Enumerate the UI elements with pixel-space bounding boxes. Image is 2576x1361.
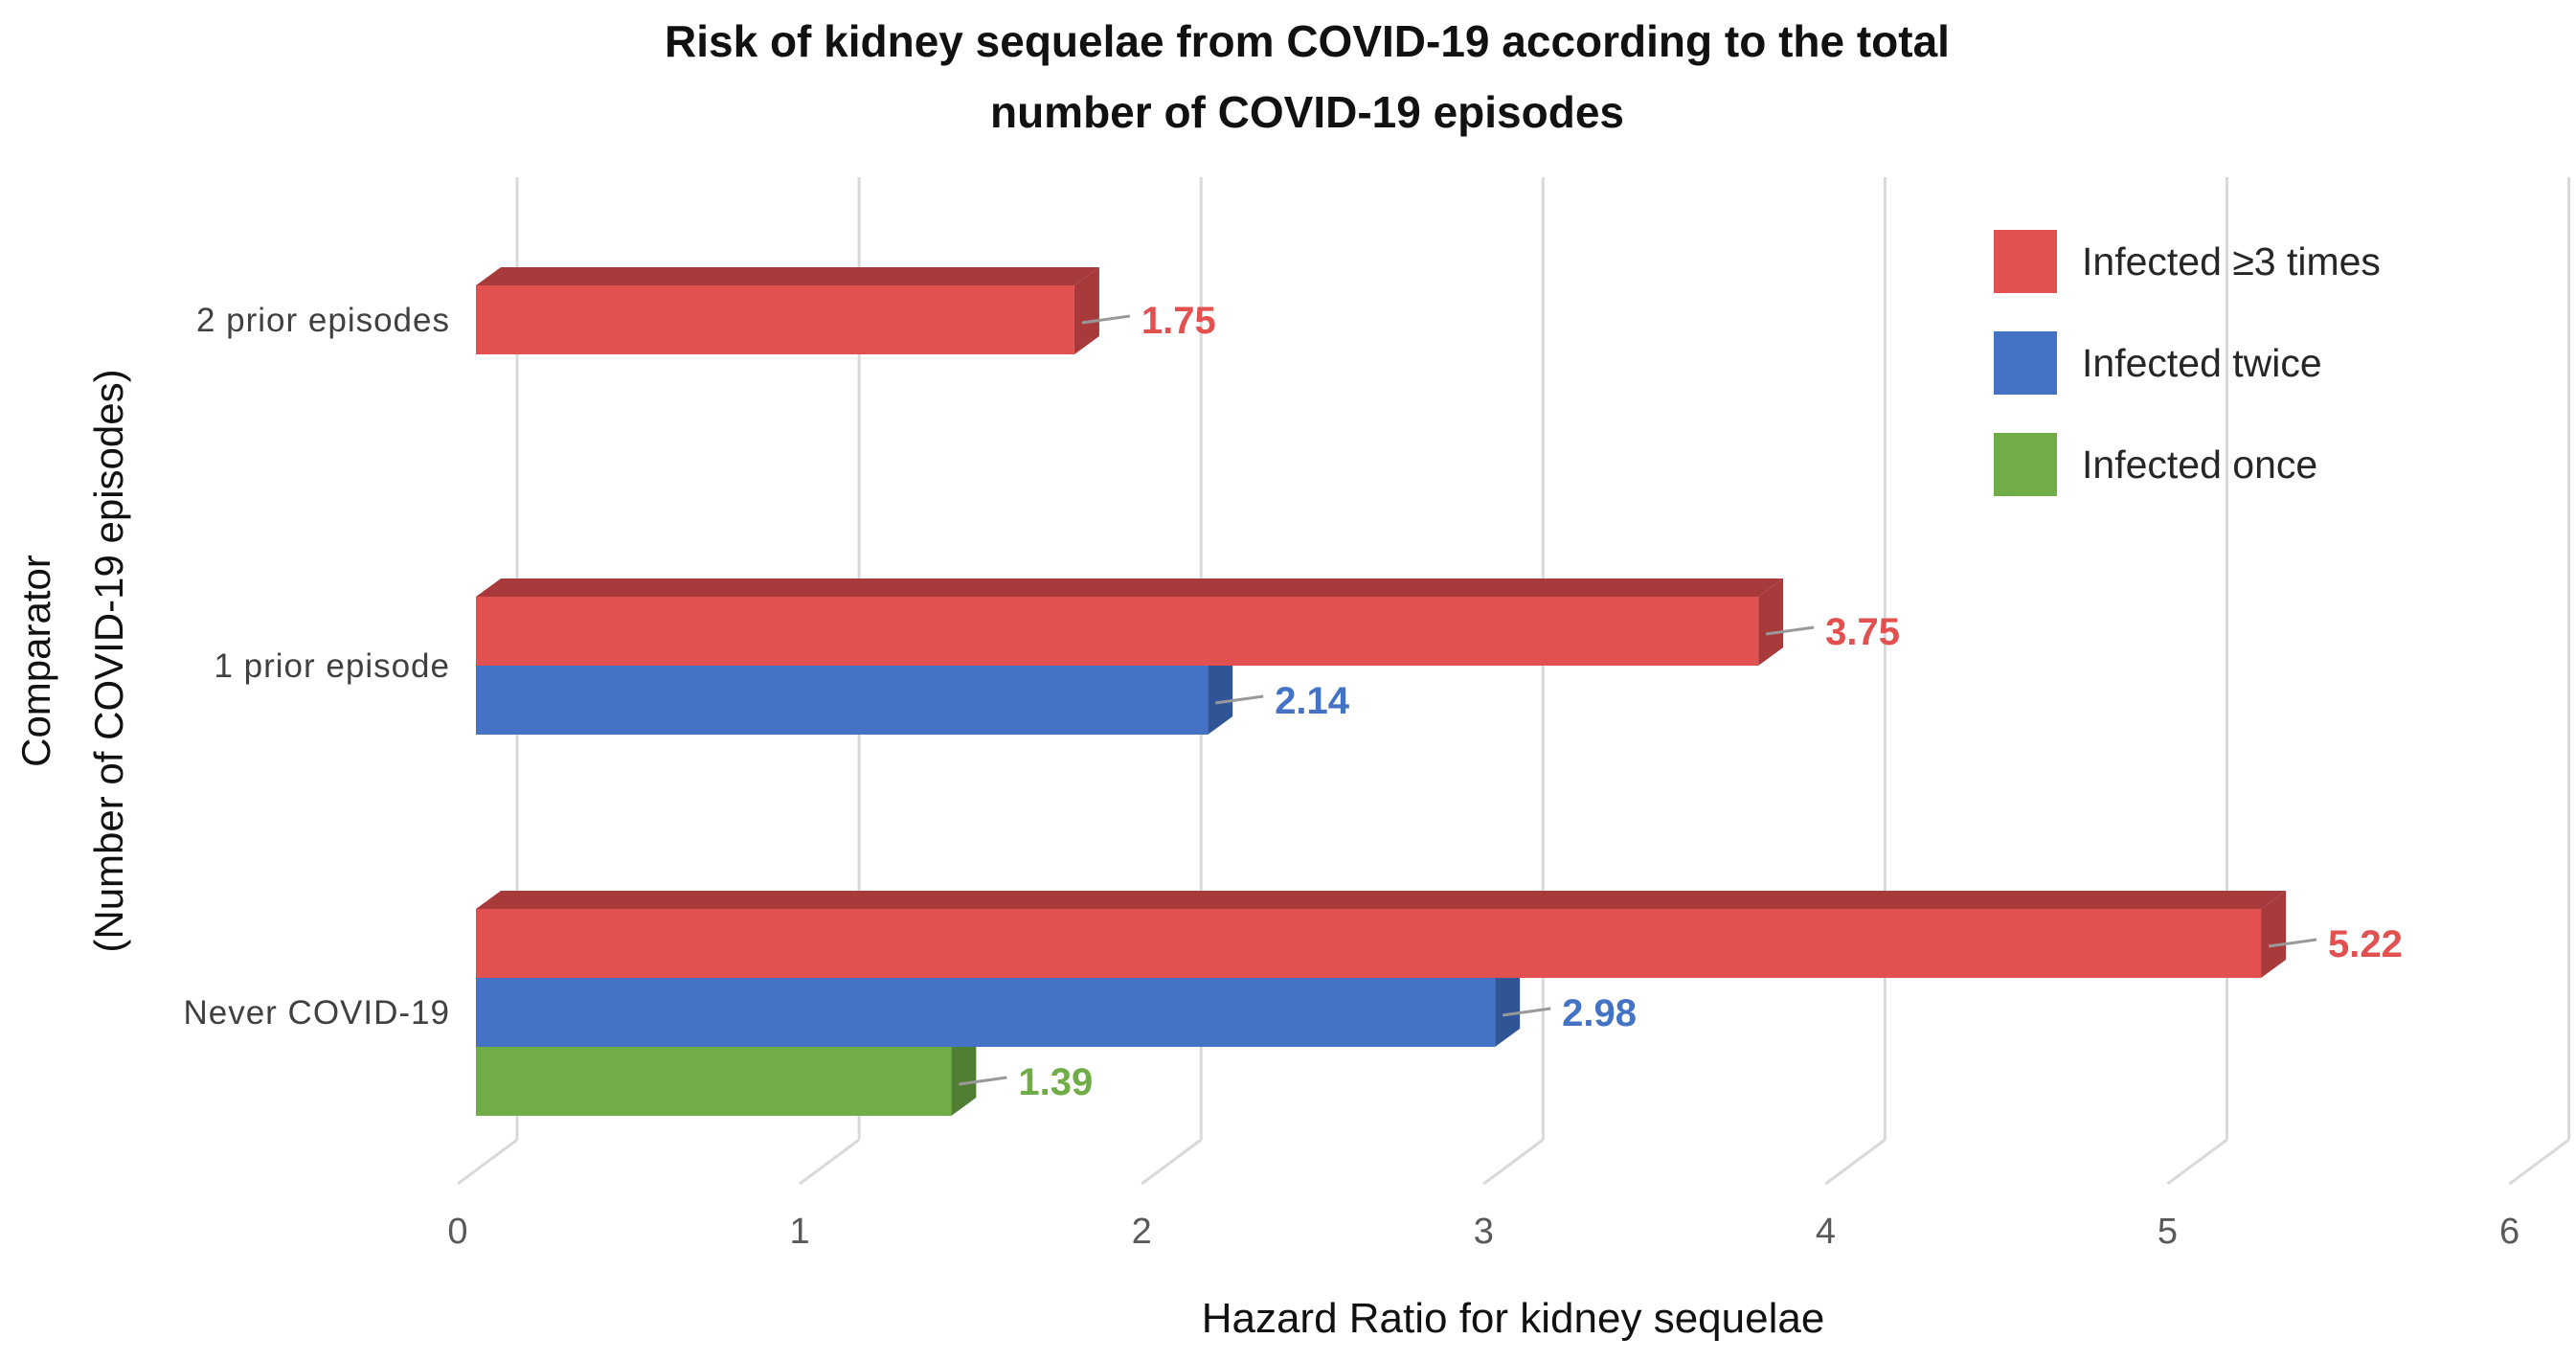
bar-top-face (476, 891, 2287, 909)
gridline-floor-edge (799, 1138, 860, 1186)
legend-label: Infected twice (2082, 340, 2322, 385)
y-category-label: 1 prior episode (214, 647, 450, 685)
chart-title-line1: Risk of kidney sequelae from COVID-19 ac… (665, 16, 1950, 66)
chart-title-line2: number of COVID-19 episodes (989, 87, 1624, 137)
y-category-label: 2 prior episodes (196, 302, 450, 339)
bar-top-face (476, 267, 1099, 285)
data-label: 3.75 (1825, 611, 1900, 653)
gridline-floor-edge (2508, 1138, 2570, 1186)
x-tick-label: 5 (2158, 1212, 2178, 1252)
bar (476, 597, 1759, 666)
legend: Infected ≥3 times Infected twice Infected … (1994, 230, 2381, 496)
data-label-leader (1081, 314, 1131, 325)
x-tick-label: 0 (447, 1212, 467, 1252)
bar-end-face (1495, 960, 1521, 1047)
bar-end-face (1073, 267, 1099, 354)
legend-item: Infected twice (1994, 331, 2381, 395)
bar (476, 1047, 952, 1116)
data-label-leader (1765, 625, 1815, 636)
bar (476, 666, 1209, 735)
bar-end-face (1208, 647, 1233, 735)
legend-label: Infected once (2082, 442, 2318, 487)
gridline-floor-edge (1141, 1138, 1203, 1186)
legend-swatch-icon (1994, 331, 2057, 395)
data-label: 2.14 (1275, 680, 1350, 722)
bar (476, 285, 1074, 354)
x-tick-label: 2 (1132, 1212, 1152, 1252)
gridline-floor-edge (1482, 1138, 1545, 1186)
gridline-floor-edge (2166, 1138, 2228, 1186)
legend-item: Infected once (1994, 433, 2381, 496)
chart-title: Risk of kidney sequelae from COVID-19 ac… (0, 6, 2576, 147)
data-label-leader (959, 1076, 1007, 1086)
gridline-floor-edge (1824, 1138, 1887, 1186)
bar-end-face (2261, 891, 2287, 978)
y-category-label: Never COVID-19 (183, 994, 450, 1032)
x-tick-label: 4 (1816, 1212, 1836, 1252)
data-label: 5.22 (2328, 923, 2403, 965)
legend-item: Infected ≥3 times (1994, 230, 2381, 293)
data-label: 2.98 (1562, 992, 1637, 1034)
bar (476, 909, 2262, 978)
bar-top-face (476, 578, 1784, 597)
bar-end-face (951, 1029, 977, 1116)
gridline-floor-edge (457, 1138, 518, 1186)
bar-end-face (1758, 578, 1784, 666)
data-label-leader (1214, 694, 1264, 705)
legend-swatch-icon (1994, 230, 2057, 293)
data-label: 1.39 (1018, 1061, 1093, 1103)
data-label: 1.75 (1141, 300, 1216, 342)
x-axis-title: Hazard Ratio for kidney sequelae (1201, 1295, 1825, 1342)
data-label-leader (1502, 1007, 1551, 1017)
x-tick-label: 1 (790, 1212, 810, 1252)
x-tick-label: 6 (2499, 1212, 2520, 1252)
data-label-leader (2268, 938, 2317, 948)
legend-label: Infected ≥3 times (2082, 238, 2381, 284)
legend-swatch-icon (1994, 433, 2057, 496)
bar (476, 978, 1496, 1047)
x-tick-label: 3 (1474, 1212, 1494, 1252)
